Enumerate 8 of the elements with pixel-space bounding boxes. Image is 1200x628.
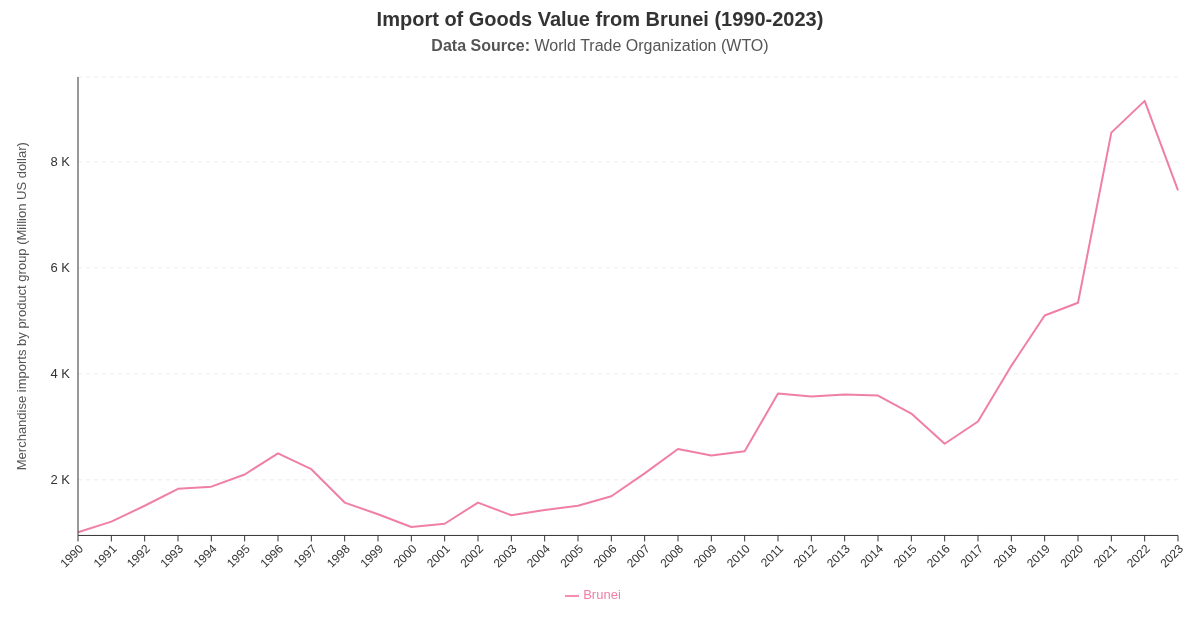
chart-subtitle: Data Source: World Trade Organization (WTO)	[430, 37, 770, 55]
y-tick-label: 4 K	[50, 366, 71, 382]
chart-title: Import of Goods Value from Brunei (1990-2023)	[375, 8, 825, 31]
y-tick-label: 2 K	[50, 472, 71, 488]
y-tick-label: 6 K	[50, 260, 71, 276]
legend-label: Brunei	[583, 587, 621, 603]
y-axis-title: Merchandise imports by product group (Million US dollar)	[13, 142, 29, 471]
y-tick-label: 8 K	[50, 154, 71, 170]
